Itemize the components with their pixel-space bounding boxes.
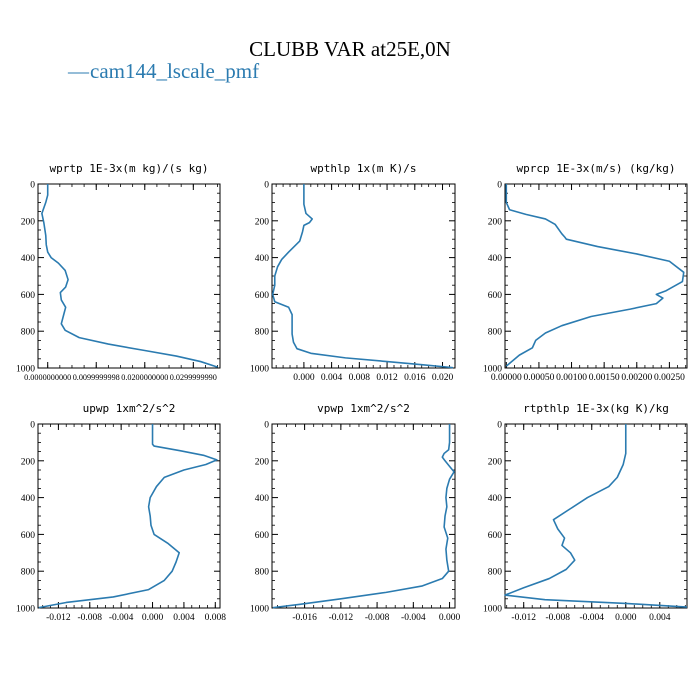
x-tick-label: 0.004 [649,613,671,623]
panel-3: wprcp 1E-3x(m/s) (kg/kg) 0 200 400 600 800 100… [483,162,688,383]
y-tick-label: 200 [488,457,503,467]
plot-frame [271,183,456,369]
x-tick-label: 0.00150 [589,373,620,383]
x-tick-label: 0.00200 [621,373,652,383]
y-tick-label: 600 [488,531,503,541]
plot-frame [504,423,688,609]
x-tick-label: -0.004 [401,613,426,623]
series-line [504,424,688,608]
x-tick-label: 0.000 [293,373,315,383]
y-tick-label: 1000 [483,605,502,615]
y-tick-label: 800 [255,328,270,338]
x-tick-label: 0.0200000000 [121,373,168,382]
plot-frame [271,423,456,609]
y-tick-label: 800 [21,568,36,578]
y-tick-label: 800 [21,328,36,338]
x-tick-label: 0.0099999998 [73,373,120,382]
x-tick-label: -0.008 [78,613,103,623]
panel-5: vpwp 1xm^2/s^2 0 200 400 600 800 1000 -0.016 -0.… [250,402,461,623]
panel-title: vpwp 1xm^2/s^2 [317,402,410,415]
y-tick-label: 600 [255,531,270,541]
x-tick-label: 0.008 [349,373,371,383]
y-tick-label: 0 [497,181,502,191]
x-tick-label: 0.00050 [523,373,554,383]
y-tick-label: 1000 [483,365,502,375]
plot-frame [504,183,688,369]
x-tick-label: 0.00100 [556,373,587,383]
figure-title: CLUBB VAR at25E,0N [249,37,451,61]
y-tick-label: 0 [264,421,269,431]
y-tick-label: 800 [255,568,270,578]
x-tick-label: 0.020 [432,373,454,383]
y-tick-label: 400 [255,254,270,264]
panel-1: wprtp 1E-3x(m kg)/(s kg) 0 200 400 600 800 100… [16,162,221,382]
panel-title: rtpthlp 1E-3x(kg K)/kg [523,402,669,415]
panel-4: upwp 1xm^2/s^2 0 200 400 600 800 1000 -0.012 -0.… [16,402,226,623]
x-tick-label: -0.008 [365,613,390,623]
panels: wprtp 1E-3x(m kg)/(s kg) 0 200 400 600 800 100… [16,162,688,623]
x-tick-label: -0.004 [109,613,134,623]
y-tick-label: 600 [21,291,36,301]
y-tick-label: 200 [255,457,270,467]
x-tick-label: 0.00000 [491,373,522,383]
series-line [271,184,453,369]
y-tick-label: 400 [488,254,503,264]
x-tick-label: 0.0299999990 [170,373,217,382]
x-tick-label: -0.012 [511,613,536,623]
y-tick-label: 600 [255,291,270,301]
x-tick-label: -0.012 [329,613,354,623]
y-tick-label: 200 [255,217,270,227]
y-tick-label: 1000 [16,365,35,375]
plot-frame [37,423,221,609]
x-tick-label: 0.016 [404,373,426,383]
panel-title: wprcp 1E-3x(m/s) (kg/kg) [517,162,676,175]
x-tick-label: -0.012 [46,613,71,623]
panel-6: rtpthlp 1E-3x(kg K)/kg02004006008001000-… [483,402,688,623]
panel-title: wpthlp 1x(m K)/s [311,162,417,175]
y-tick-label: 0 [30,181,35,191]
panel-title: upwp 1xm^2/s^2 [83,402,176,415]
panel-title: wprtp 1E-3x(m kg)/(s kg) [50,162,209,175]
y-tick-label: 400 [488,494,503,504]
series-line [41,184,218,368]
panel-2: wpthlp 1x(m K)/s 0 200 400 600 800 1000 0.000 0.… [250,162,456,383]
x-tick-label: 0.0000000000 [24,373,71,382]
series-line [38,424,218,609]
x-tick-label: 0.012 [376,373,398,383]
x-tick-label: 0.004 [173,613,195,623]
legend: — cam144_lscale_pmf [67,59,259,83]
x-tick-label: 0.000 [439,613,461,623]
plot-frame [37,183,221,369]
x-tick-label: 0.000 [615,613,637,623]
x-tick-label: 0.000 [142,613,164,623]
series-line [505,184,685,367]
y-tick-label: 600 [21,531,36,541]
x-tick-label: -0.004 [579,613,604,623]
y-tick-label: 200 [21,217,36,227]
y-tick-label: 200 [21,457,36,467]
y-tick-label: 800 [488,328,503,338]
y-tick-label: 400 [21,254,36,264]
y-tick-label: 1000 [16,605,35,615]
y-tick-label: 0 [497,421,502,431]
series-line [272,424,455,609]
x-tick-label: -0.008 [545,613,570,623]
y-tick-label: 1000 [250,365,269,375]
x-tick-label: -0.016 [292,613,317,623]
x-tick-label: 0.008 [205,613,227,623]
legend-label: cam144_lscale_pmf [90,59,259,83]
y-tick-label: 1000 [250,605,269,615]
y-tick-label: 400 [255,494,270,504]
y-tick-label: 0 [30,421,35,431]
x-tick-label: 0.00250 [654,373,685,383]
y-tick-label: 0 [264,181,269,191]
y-tick-label: 800 [488,568,503,578]
y-tick-label: 200 [488,217,503,227]
legend-dash: — [67,59,90,83]
x-tick-label: 0.004 [321,373,343,383]
y-tick-label: 600 [488,291,503,301]
y-tick-label: 400 [21,494,36,504]
